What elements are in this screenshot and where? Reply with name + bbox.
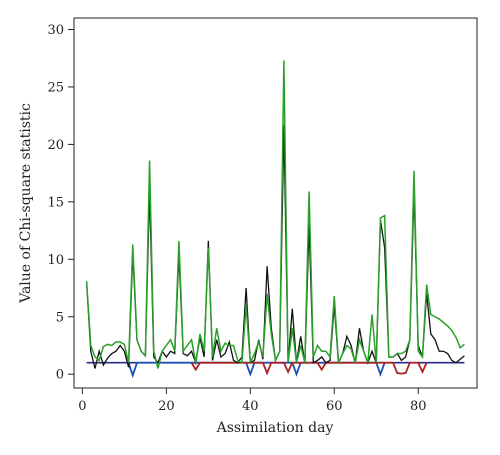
series-line-2 (127, 361, 386, 379)
x-tick-label: 60 (326, 399, 343, 414)
y-tick-label: 10 (47, 253, 64, 268)
y-axis-title: Value of Chi-square statistic (18, 103, 34, 304)
y-tick-label: 15 (47, 195, 64, 210)
x-tick-label: 0 (78, 399, 86, 414)
series-line-4 (85, 124, 465, 369)
y-tick-label: 0 (56, 368, 64, 383)
y-tick-label: 30 (47, 23, 64, 38)
x-tick-label: 80 (410, 399, 427, 414)
x-axis-title: Assimilation day (216, 420, 334, 436)
x-tick-label: 40 (242, 399, 259, 414)
series-line-5 (85, 60, 465, 369)
y-tick-label: 5 (56, 310, 64, 325)
y-tick-label: 20 (47, 138, 64, 153)
series-lines (85, 60, 465, 379)
series-line-3 (190, 361, 428, 376)
x-axis-ticks: 0 20 40 60 80 (78, 388, 427, 414)
y-axis-ticks: 0 5 10 15 20 25 30 (47, 23, 74, 383)
plot-frame (73, 17, 478, 389)
y-tick-label: 25 (47, 80, 64, 95)
x-tick-label: 20 (158, 399, 175, 414)
